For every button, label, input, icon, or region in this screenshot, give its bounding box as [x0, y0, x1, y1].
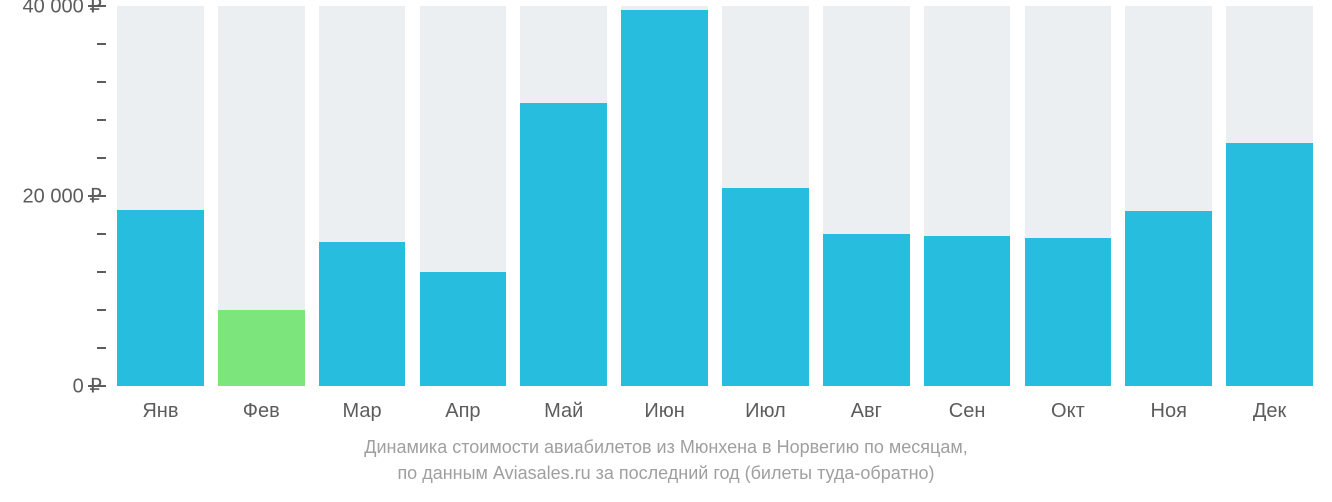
x-axis-label: Сен [949, 400, 986, 423]
caption-line-1: Динамика стоимости авиабилетов из Мюнхен… [0, 434, 1332, 460]
bar [823, 234, 910, 386]
bar [420, 272, 507, 386]
bar [924, 236, 1011, 386]
x-axis-label: Июн [644, 400, 684, 423]
bar [520, 103, 607, 386]
x-axis-label: Дек [1253, 400, 1286, 423]
bar [1025, 238, 1112, 386]
chart-caption: Динамика стоимости авиабилетов из Мюнхен… [0, 434, 1332, 486]
y-tick-minor [97, 119, 106, 121]
x-axis-label: Авг [851, 400, 882, 423]
plot-area [110, 6, 1320, 386]
x-axis-label: Мар [343, 400, 382, 423]
y-tick-major [88, 385, 106, 387]
x-axis-label: Фев [243, 400, 280, 423]
y-tick-minor [97, 157, 106, 159]
x-axis-label: Май [544, 400, 583, 423]
x-axis-label: Апр [445, 400, 480, 423]
y-tick-minor [97, 233, 106, 235]
x-axis-label: Ноя [1151, 400, 1187, 423]
bar [218, 310, 305, 386]
x-axis-label: Янв [142, 400, 178, 423]
y-tick-minor [97, 81, 106, 83]
bar [621, 10, 708, 386]
y-tick-major [88, 5, 106, 7]
bar [1226, 143, 1313, 386]
y-tick-minor [97, 347, 106, 349]
y-tick-major [88, 195, 106, 197]
bar [319, 242, 406, 386]
x-axis-label: Окт [1051, 400, 1085, 423]
x-axis-label: Июл [745, 400, 786, 423]
caption-line-2: по данным Aviasales.ru за последний год … [0, 460, 1332, 486]
y-tick-minor [97, 43, 106, 45]
y-axis-label: 40 000 ₽ [23, 0, 102, 19]
y-tick-minor [97, 309, 106, 311]
y-tick-minor [97, 271, 106, 273]
bar [722, 188, 809, 386]
bar [117, 210, 204, 386]
bar [1125, 211, 1212, 386]
price-by-month-chart: 0 ₽20 000 ₽40 000 ₽ ЯнвФевМарАпрМайИюнИю… [0, 0, 1332, 502]
